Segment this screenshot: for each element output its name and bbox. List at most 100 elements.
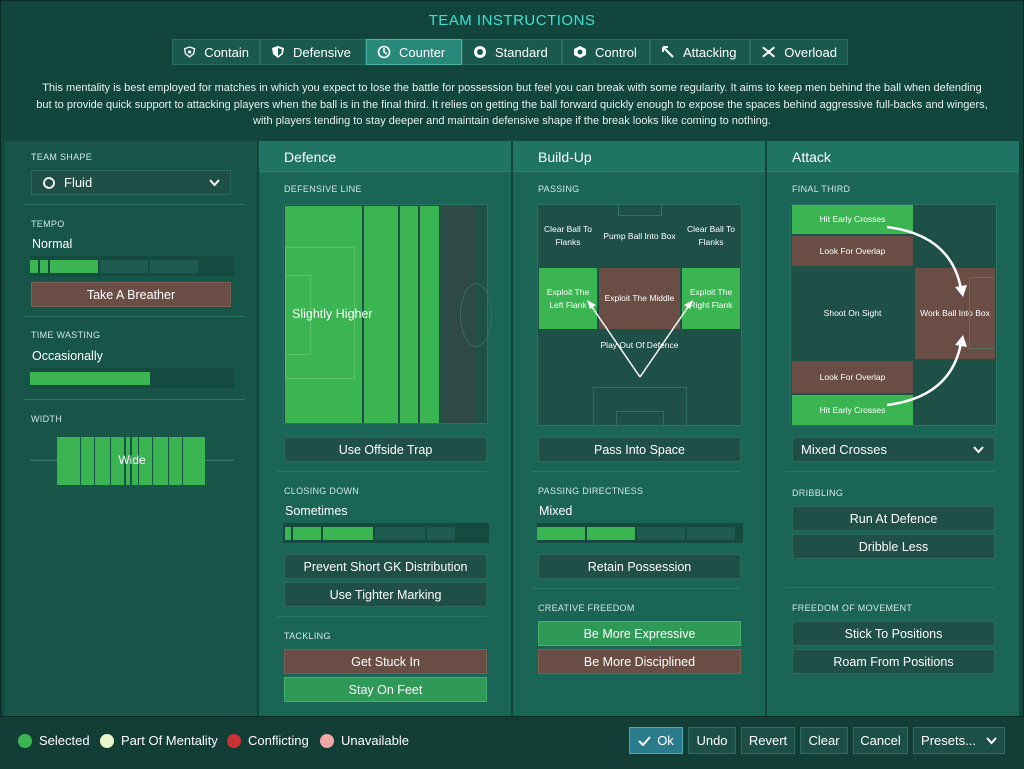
mentality-tabs: Contain Defensive Counter Standard Contr… — [172, 39, 848, 67]
attacking-icon — [662, 46, 674, 58]
clear-ball-to-flanks-right-zone[interactable]: Clear Ball To Flanks — [682, 206, 740, 266]
undo-button[interactable]: Undo — [688, 727, 736, 754]
defence-title: Defence — [284, 149, 337, 165]
be-more-disciplined-button[interactable]: Be More Disciplined — [538, 649, 741, 674]
unavailable-dot-icon — [320, 733, 334, 748]
page-title: TEAM INSTRUCTIONS — [428, 12, 596, 29]
legend-selected: Selected — [18, 733, 90, 748]
divider — [785, 471, 995, 472]
divider — [531, 588, 741, 589]
crossing-arrows — [886, 225, 967, 407]
get-stuck-in-button[interactable]: Get Stuck In — [284, 649, 487, 674]
exploit-middle-zone[interactable]: Exploit The Middle — [599, 268, 680, 329]
tab-defensive[interactable]: Defensive — [260, 39, 366, 65]
legend-unavailable: Unavailable — [320, 733, 409, 748]
work-ball-into-box-zone[interactable]: Work Ball Into Box — [915, 268, 995, 359]
hit-early-crosses-bottom-zone[interactable]: Hit Early Crosses — [792, 395, 913, 425]
passing-pitch: Clear Ball To Flanks Pump Ball Into Box … — [537, 204, 742, 427]
check-icon — [638, 735, 651, 746]
defensive-line-selector[interactable]: Slightly Higher — [283, 204, 492, 424]
stick-to-positions-button[interactable]: Stick To Positions — [792, 621, 995, 646]
tab-control[interactable]: Control — [562, 39, 650, 65]
team-shape-dropdown[interactable]: Fluid — [31, 170, 231, 195]
dribbling-label: DRIBBLING — [792, 488, 844, 498]
counter-icon — [377, 45, 391, 59]
time-wasting-slider[interactable] — [30, 368, 234, 388]
conflicting-dot-icon — [227, 733, 241, 748]
tackling-label: TACKLING — [284, 631, 331, 641]
retain-possession-button[interactable]: Retain Possession — [538, 554, 741, 579]
clear-button[interactable]: Clear — [800, 727, 848, 754]
passing-directness-label: PASSING DIRECTNESS — [538, 486, 644, 496]
overload-icon — [762, 46, 775, 58]
chevron-down-icon — [973, 445, 984, 453]
time-wasting-label: TIME WASTING — [31, 330, 101, 340]
tab-attacking[interactable]: Attacking — [650, 39, 750, 65]
passing-label: PASSING — [538, 184, 580, 194]
dribble-less-button[interactable]: Dribble Less — [792, 534, 995, 559]
width-selector[interactable]: Wide — [30, 436, 234, 486]
width-value: Wide — [118, 453, 146, 467]
passing-directness-slider[interactable] — [537, 523, 743, 543]
divider — [785, 587, 995, 588]
legend-part-of-mentality: Part Of Mentality — [100, 733, 218, 748]
presets-dropdown[interactable]: Presets... — [913, 727, 1005, 754]
closing-down-slider[interactable] — [283, 523, 489, 543]
revert-button[interactable]: Revert — [741, 727, 795, 754]
tab-counter[interactable]: Counter — [366, 39, 462, 65]
legend-conflicting: Conflicting — [227, 733, 309, 748]
look-for-overlap-top-zone[interactable]: Look For Overlap — [792, 236, 913, 266]
contain-icon — [183, 46, 196, 58]
be-more-expressive-button[interactable]: Be More Expressive — [538, 621, 741, 646]
tab-overload[interactable]: Overload — [750, 39, 848, 65]
tab-contain[interactable]: Contain — [172, 39, 260, 65]
chevron-down-icon — [209, 178, 220, 186]
shield-icon — [272, 46, 284, 58]
cancel-button[interactable]: Cancel — [853, 727, 908, 754]
time-wasting-value: Occasionally — [32, 349, 103, 363]
defensive-line-value: Slightly Higher — [292, 307, 373, 321]
final-third-pitch: Hit Early Crosses Look For Overlap Shoot… — [790, 204, 997, 426]
take-a-breather-button[interactable]: Take A Breather — [31, 282, 231, 307]
shoot-on-sight-zone[interactable]: Shoot On Sight — [792, 268, 913, 359]
play-out-of-defence-zone[interactable]: Play Out Of Defence — [539, 331, 740, 359]
divider — [531, 471, 741, 472]
crossing-style-dropdown[interactable]: Mixed Crosses — [792, 437, 995, 462]
use-tighter-marking-button[interactable]: Use Tighter Marking — [284, 582, 487, 607]
clear-ball-to-flanks-left-zone[interactable]: Clear Ball To Flanks — [539, 206, 597, 266]
selected-dot-icon — [18, 733, 32, 748]
attack-title: Attack — [792, 149, 831, 165]
exploit-right-flank-zone[interactable]: Exploit The Right Flank — [682, 268, 740, 329]
prevent-short-gk-distribution-button[interactable]: Prevent Short GK Distribution — [284, 554, 487, 579]
closing-down-value: Sometimes — [285, 504, 348, 518]
final-third-label: FINAL THIRD — [792, 184, 851, 194]
team-shape-label: TEAM SHAPE — [31, 152, 93, 162]
fluid-icon — [43, 176, 55, 189]
stay-on-feet-button[interactable]: Stay On Feet — [284, 677, 487, 702]
exploit-left-flank-zone[interactable]: Exploit The Left Flank — [539, 268, 597, 329]
passing-arrows — [587, 300, 693, 378]
buildup-title: Build-Up — [538, 149, 592, 165]
ok-button[interactable]: Ok — [629, 727, 683, 754]
divider — [277, 471, 487, 472]
tempo-value: Normal — [32, 237, 73, 251]
look-for-overlap-bottom-zone[interactable]: Look For Overlap — [792, 361, 913, 393]
use-offside-trap-button[interactable]: Use Offside Trap — [284, 437, 487, 462]
run-at-defence-button[interactable]: Run At Defence — [792, 506, 995, 531]
roam-from-positions-button[interactable]: Roam From Positions — [792, 649, 995, 674]
hit-early-crosses-top-zone[interactable]: Hit Early Crosses — [792, 205, 913, 234]
pump-ball-into-box-zone[interactable]: Pump Ball Into Box — [599, 206, 680, 266]
team-settings-sidebar — [4, 141, 257, 716]
chevron-down-icon — [986, 736, 997, 744]
tempo-slider[interactable] — [30, 256, 234, 276]
freedom-of-movement-label: FREEDOM OF MOVEMENT — [792, 603, 913, 613]
pass-into-space-button[interactable]: Pass Into Space — [538, 437, 741, 462]
tab-standard[interactable]: Standard — [462, 39, 562, 65]
passing-directness-value: Mixed — [539, 504, 573, 518]
divider — [24, 316, 245, 317]
standard-icon — [474, 46, 486, 58]
defensive-line-label: DEFENSIVE LINE — [284, 184, 362, 194]
divider — [24, 399, 245, 400]
closing-down-label: CLOSING DOWN — [284, 486, 360, 496]
part-of-mentality-dot-icon — [100, 733, 114, 748]
